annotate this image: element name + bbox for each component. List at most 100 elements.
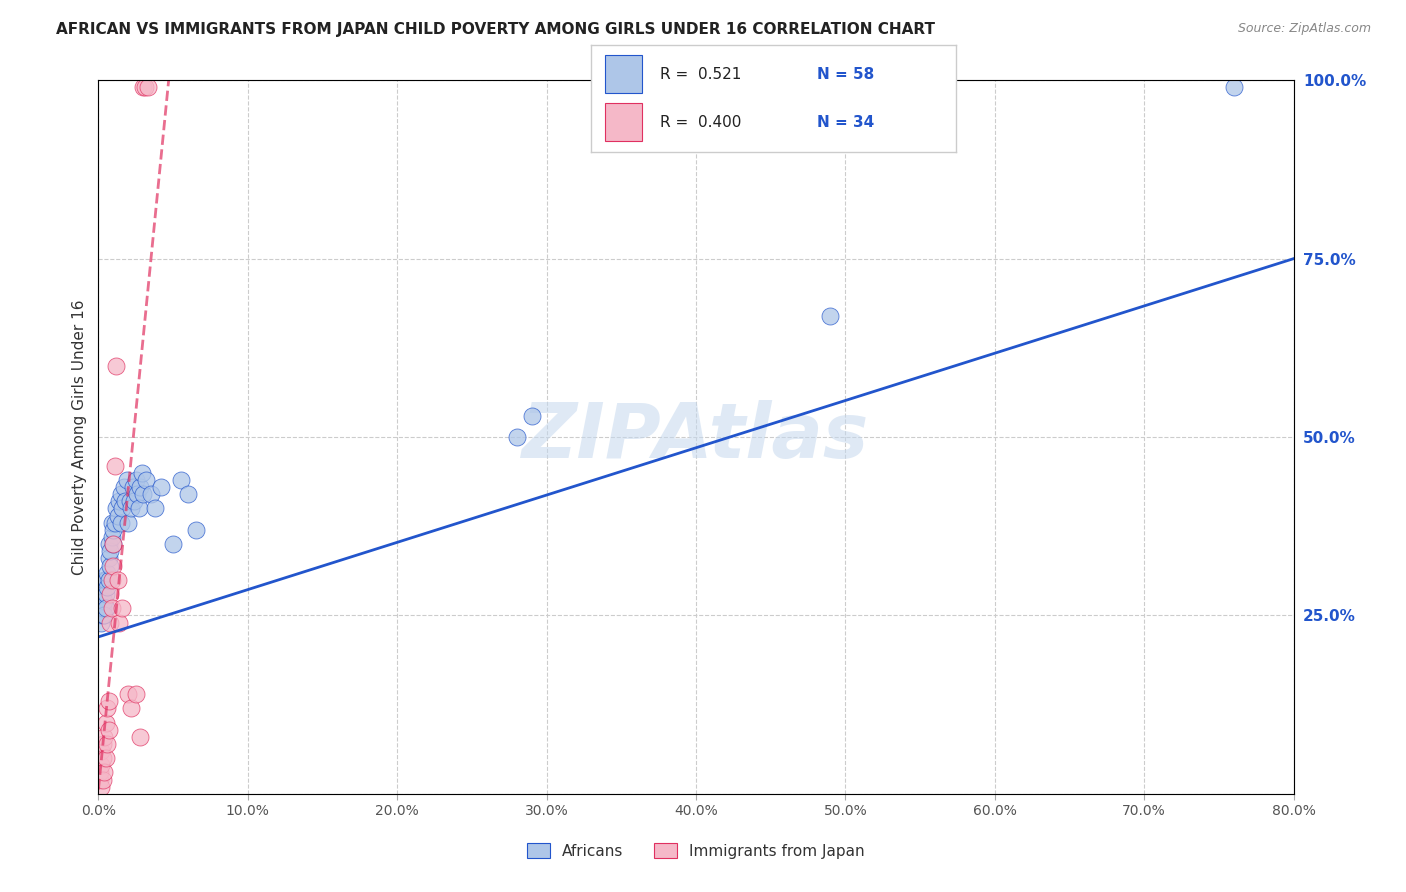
Point	[94, 587, 117, 601]
Point	[111, 601, 134, 615]
Point	[97, 551, 120, 566]
Point	[1298, 80, 1320, 95]
Point	[110, 516, 132, 530]
Point	[110, 487, 132, 501]
Point	[506, 430, 529, 444]
Point	[177, 487, 200, 501]
Point	[136, 80, 159, 95]
Point	[104, 516, 127, 530]
Point	[96, 566, 118, 580]
Point	[139, 487, 162, 501]
Point	[89, 608, 111, 623]
Text: N = 34: N = 34	[817, 115, 875, 129]
Point	[103, 537, 125, 551]
Point	[97, 573, 120, 587]
Point	[105, 359, 128, 373]
Point	[98, 558, 122, 573]
Point	[98, 587, 122, 601]
Point	[103, 523, 125, 537]
Point	[90, 758, 112, 772]
Point	[91, 601, 114, 615]
Point	[118, 494, 141, 508]
Point	[132, 487, 155, 501]
Point	[115, 473, 138, 487]
Point	[101, 601, 124, 615]
Text: N = 58: N = 58	[817, 67, 875, 81]
Text: R =  0.400: R = 0.400	[659, 115, 741, 129]
FancyBboxPatch shape	[605, 103, 641, 141]
Point	[125, 687, 148, 701]
Legend: Africans, Immigrants from Japan: Africans, Immigrants from Japan	[522, 837, 870, 864]
Point	[121, 480, 143, 494]
Point	[104, 458, 127, 473]
Text: Source: ZipAtlas.com: Source: ZipAtlas.com	[1237, 22, 1371, 36]
Point	[107, 508, 129, 523]
Point	[97, 537, 120, 551]
FancyBboxPatch shape	[605, 55, 641, 93]
Point	[143, 501, 166, 516]
Point	[98, 544, 122, 558]
Point	[124, 494, 146, 508]
Point	[112, 480, 135, 494]
Point	[91, 608, 114, 623]
Text: ZIPAtlas: ZIPAtlas	[522, 401, 870, 474]
Point	[103, 558, 125, 573]
Point	[128, 501, 150, 516]
Point	[117, 687, 139, 701]
Point	[117, 516, 139, 530]
Text: R =  0.521: R = 0.521	[659, 67, 741, 81]
Point	[89, 772, 111, 787]
Point	[111, 501, 134, 516]
Point	[94, 601, 117, 615]
Point	[184, 523, 207, 537]
Point	[96, 737, 118, 751]
Point	[1223, 80, 1246, 95]
Point	[129, 480, 152, 494]
Point	[94, 573, 117, 587]
Point	[93, 608, 115, 623]
Point	[134, 80, 156, 95]
Point	[520, 409, 543, 423]
Point	[90, 780, 112, 794]
Point	[101, 573, 124, 587]
Point	[98, 615, 122, 630]
Point	[93, 594, 115, 608]
Point	[93, 573, 115, 587]
Point	[91, 751, 114, 765]
Point	[169, 473, 191, 487]
Point	[105, 501, 128, 516]
Point	[94, 715, 117, 730]
Point	[101, 516, 124, 530]
Point	[90, 601, 112, 615]
Point	[97, 723, 120, 737]
Point	[90, 615, 112, 630]
Point	[120, 701, 142, 715]
Point	[91, 737, 114, 751]
Point	[103, 537, 125, 551]
Point	[93, 730, 115, 744]
Point	[96, 701, 118, 715]
Point	[127, 487, 149, 501]
Point	[132, 80, 155, 95]
Point	[108, 494, 131, 508]
Point	[107, 573, 129, 587]
Point	[162, 537, 184, 551]
Point	[129, 730, 152, 744]
Point	[96, 580, 118, 594]
Point	[120, 501, 142, 516]
Y-axis label: Child Poverty Among Girls Under 16: Child Poverty Among Girls Under 16	[72, 300, 87, 574]
Point	[91, 772, 114, 787]
Point	[94, 751, 117, 765]
Point	[108, 615, 131, 630]
Point	[89, 765, 111, 780]
Point	[90, 594, 112, 608]
Point	[114, 494, 136, 508]
Point	[125, 473, 148, 487]
Point	[97, 694, 120, 708]
Point	[91, 587, 114, 601]
Point	[90, 744, 112, 758]
Point	[820, 309, 842, 323]
Text: AFRICAN VS IMMIGRANTS FROM JAPAN CHILD POVERTY AMONG GIRLS UNDER 16 CORRELATION : AFRICAN VS IMMIGRANTS FROM JAPAN CHILD P…	[56, 22, 935, 37]
Point	[131, 466, 153, 480]
Point	[101, 530, 124, 544]
